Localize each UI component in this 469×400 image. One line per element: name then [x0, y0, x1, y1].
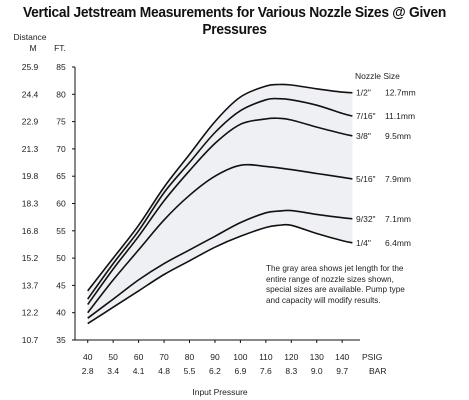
x-tick-label-bar: 9.0 — [311, 366, 323, 376]
x-tick-label-bar: 5.5 — [184, 366, 196, 376]
x-tick-label-bar: 7.6 — [260, 366, 272, 376]
x-unit-bar: BAR — [369, 366, 386, 376]
x-tick-label-psig: 140 — [335, 352, 349, 362]
series-line-4 — [87, 163, 353, 314]
x-tick-label-bar: 9.7 — [336, 366, 348, 376]
x-tick-label-psig: 120 — [284, 352, 298, 362]
y-tick-label-ft: 60 — [56, 199, 66, 209]
y-tick-label-ft: 55 — [56, 226, 66, 236]
series-label-size: 5/16" — [356, 174, 376, 184]
axes — [72, 66, 360, 343]
y-tick-label-ft: 75 — [56, 117, 66, 127]
x-tick-label-bar: 8.3 — [285, 366, 297, 376]
y-tick-label-ft: 85 — [56, 62, 66, 72]
y-tick-label-ft: 35 — [56, 335, 66, 345]
x-tick-label-psig: 90 — [210, 352, 220, 362]
series-label-metric: 9.5mm — [385, 131, 411, 141]
legend: 1/2" 12.7mm 7/16" 11.1mm 3/8" 9.5mm 5/16" 7.9mm… — [355, 71, 416, 248]
series-label-metric: 11.1mm — [385, 111, 415, 121]
x-axis-title: Input Pressure — [192, 387, 248, 397]
chart-note: The gray area shows jet length for the e… — [266, 264, 405, 305]
series-label-size: 1/4" — [356, 238, 371, 248]
x-tick-label-psig: 60 — [134, 352, 144, 362]
y-tick-label-ft: 65 — [56, 171, 66, 181]
series-label-size: 3/8" — [356, 131, 371, 141]
y-tick-label-ft: 40 — [56, 308, 66, 318]
series-line-2 — [87, 97, 353, 300]
chart-title: Vertical Jetstream Measurements for Vari… — [22, 4, 446, 38]
series-label-metric: 7.1mm — [385, 214, 411, 224]
series-label-metric: 12.7mm — [385, 88, 416, 98]
y-tick-label-m: 12.2 — [22, 308, 39, 318]
series-line-1 — [87, 83, 353, 292]
y-tick-label-ft: 50 — [56, 253, 66, 263]
series-label-size: 7/16" — [356, 111, 376, 121]
x-tick-label-bar: 3.4 — [107, 366, 119, 376]
series-label-metric: 6.4mm — [385, 238, 411, 248]
series-label-size: 9/32" — [356, 214, 376, 224]
x-tick-label-bar: 6.2 — [209, 366, 221, 376]
y-tick-label-m: 16.8 — [22, 226, 39, 236]
legend-title: Nozzle Size — [355, 71, 400, 81]
y-tick-label-m: 10.7 — [22, 335, 39, 345]
y-tick-label-m: 13.7 — [22, 280, 39, 290]
x-unit-psig: PSIG — [362, 352, 382, 362]
series-line-5 — [87, 209, 353, 319]
series-line-6 — [87, 223, 353, 325]
y-tick-label-ft: 45 — [56, 280, 66, 290]
y-tick-label-m: 25.9 — [22, 62, 39, 72]
y-tick-label-ft: 80 — [56, 89, 66, 99]
series-lines — [87, 83, 353, 325]
series-label-metric: 7.9mm — [385, 174, 411, 184]
y-tick-label-m: 18.3 — [22, 199, 39, 209]
series-label-size: 1/2" — [356, 88, 371, 98]
range-band — [87, 84, 353, 324]
y-axis-title: Distance — [13, 32, 46, 42]
y-tick-label-m: 22.9 — [22, 117, 39, 127]
x-tick-label-bar: 4.1 — [133, 366, 145, 376]
y-tick-label-m: 21.3 — [22, 144, 39, 154]
x-tick-label-psig: 50 — [108, 352, 118, 362]
x-tick-label-bar: 4.8 — [158, 366, 170, 376]
y-unit-m: M — [29, 43, 36, 53]
y-tick-label-m: 24.4 — [22, 89, 39, 99]
y-tick-label-m: 15.2 — [22, 253, 39, 263]
x-tick-label-bar: 6.9 — [234, 366, 246, 376]
y-tick-label-m: 19.8 — [22, 171, 39, 181]
y-unit-ft: FT. — [54, 43, 66, 53]
x-tick-label-psig: 100 — [233, 352, 247, 362]
series-line-3 — [87, 117, 353, 305]
x-tick-label-psig: 110 — [259, 352, 273, 362]
y-tick-label-ft: 70 — [56, 144, 66, 154]
x-tick-label-psig: 80 — [185, 352, 195, 362]
x-tick-label-psig: 70 — [159, 352, 169, 362]
tick-labels: 35 10.7 40 12.2 45 13.7 50 15.2 55 16.8 60 18.3 65 19… — [13, 32, 386, 397]
x-tick-label-psig: 40 — [83, 352, 93, 362]
x-tick-label-bar: 2.8 — [82, 366, 94, 376]
x-tick-label-psig: 130 — [310, 352, 324, 362]
